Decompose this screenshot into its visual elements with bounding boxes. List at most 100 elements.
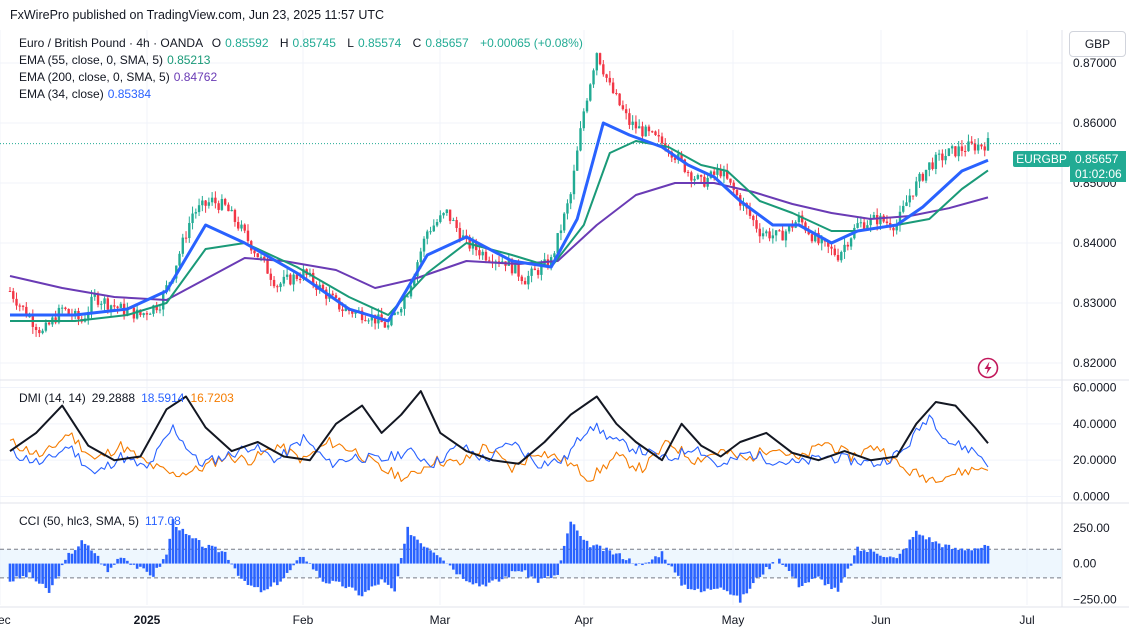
- candle-body: [321, 284, 325, 290]
- cci-bar: [204, 547, 207, 564]
- cci-bar: [155, 563, 158, 568]
- candle-body: [755, 220, 758, 229]
- legend-ema34[interactable]: EMA (34, close) 0.85384: [19, 87, 151, 101]
- cci-bar: [866, 552, 869, 564]
- candle-body: [520, 276, 524, 282]
- candle-body: [804, 222, 807, 231]
- cci-bar: [781, 563, 784, 565]
- candle-body: [810, 234, 814, 242]
- cci-bar: [96, 555, 100, 564]
- cci-bar: [595, 544, 599, 564]
- candle-body: [553, 253, 556, 258]
- candle-body: [680, 153, 683, 160]
- candle-body: [282, 276, 286, 284]
- cci-bar: [399, 557, 403, 564]
- cci-bar: [302, 556, 305, 564]
- cci-bar: [520, 563, 524, 572]
- candle-body: [243, 224, 246, 231]
- candle-body: [722, 170, 726, 177]
- x-tick-label: Jul: [1019, 613, 1034, 627]
- pane-separators: [0, 30, 1129, 608]
- last-price-tag: 0.85657 01:02:06: [1070, 151, 1126, 182]
- cci-bar: [719, 563, 722, 588]
- candle-body: [856, 223, 859, 228]
- cci-bar: [546, 563, 550, 577]
- open-label: O: [211, 36, 222, 50]
- candle-body: [468, 236, 471, 249]
- candle-body: [585, 100, 589, 112]
- candle-body: [928, 162, 931, 170]
- candle-body: [781, 230, 784, 241]
- candle-body: [47, 322, 51, 325]
- candle-body: [246, 230, 250, 242]
- cci-bar: [732, 563, 736, 596]
- cci-bar: [957, 549, 960, 564]
- cci-value: 117.08: [145, 514, 181, 528]
- candle-body: [693, 178, 696, 181]
- cci-bar: [797, 563, 801, 588]
- cci-bar: [412, 536, 416, 564]
- cci-bar: [823, 563, 827, 586]
- cci-bar: [165, 554, 168, 564]
- cci-bar: [826, 563, 830, 585]
- cci-bar: [836, 563, 840, 592]
- cci-bar: [566, 533, 569, 564]
- candle-body: [403, 296, 406, 309]
- cci-bar: [840, 563, 843, 583]
- cci-bar: [191, 538, 194, 564]
- cci-bar: [403, 543, 406, 564]
- bar-countdown: 01:02:06: [1075, 167, 1122, 181]
- candle-body: [712, 171, 716, 175]
- x-tick-label: May: [722, 613, 745, 627]
- ema200-label: EMA (200, close, 0, SMA, 5): [19, 70, 170, 84]
- cci-bar: [11, 563, 15, 582]
- cci-bar: [188, 535, 191, 564]
- cci-bar: [246, 563, 250, 586]
- legend-dmi[interactable]: DMI (14, 14) 29.2888 18.5914 16.7203: [19, 391, 240, 405]
- cci-bar: [109, 563, 113, 568]
- cci-bar: [533, 563, 537, 579]
- cci-bar: [641, 563, 644, 566]
- ema34-label: EMA (34, close): [19, 87, 104, 101]
- candle-body: [774, 230, 778, 236]
- currency-button[interactable]: GBP: [1069, 31, 1126, 57]
- candle-body: [960, 146, 964, 151]
- cci-bar: [331, 563, 335, 581]
- candle-body: [517, 263, 520, 277]
- candle-body: [533, 268, 537, 271]
- cci-bar: [373, 563, 377, 586]
- tradingview-logo-icon[interactable]: [977, 357, 999, 379]
- candle-body: [25, 306, 28, 317]
- candle-body: [523, 281, 527, 285]
- cci-bar: [285, 563, 289, 573]
- cci-bar: [468, 563, 471, 583]
- candle-body: [915, 181, 918, 196]
- candle-body: [784, 231, 788, 241]
- candle-body: [703, 176, 706, 187]
- cci-bar: [442, 560, 445, 564]
- cci-bar: [60, 563, 64, 566]
- legend-cci[interactable]: CCI (50, hlc3, SMA, 5) 117.08: [19, 514, 187, 528]
- candle-body: [862, 222, 866, 230]
- candle-body: [898, 211, 902, 226]
- ema55-line: [10, 140, 989, 322]
- candle-body: [947, 148, 951, 156]
- candle-body: [566, 203, 569, 214]
- candle-body: [64, 307, 67, 309]
- candle-body: [38, 330, 41, 334]
- legend-ema55[interactable]: EMA (55, close, 0, SMA, 5) 0.85213: [19, 53, 210, 67]
- candle-body: [556, 233, 559, 254]
- x-tick-label: Mar: [430, 613, 451, 627]
- candle-body: [351, 310, 354, 314]
- candle-body: [892, 227, 895, 231]
- cci-bar: [875, 553, 879, 564]
- cci-bar: [650, 559, 654, 564]
- candle-body: [119, 303, 123, 308]
- legend-ema200[interactable]: EMA (200, close, 0, SMA, 5) 0.84762: [19, 70, 217, 84]
- low-label: L: [347, 36, 354, 50]
- candle-body: [100, 303, 103, 305]
- candle-body: [367, 320, 370, 322]
- candle-body: [396, 312, 400, 314]
